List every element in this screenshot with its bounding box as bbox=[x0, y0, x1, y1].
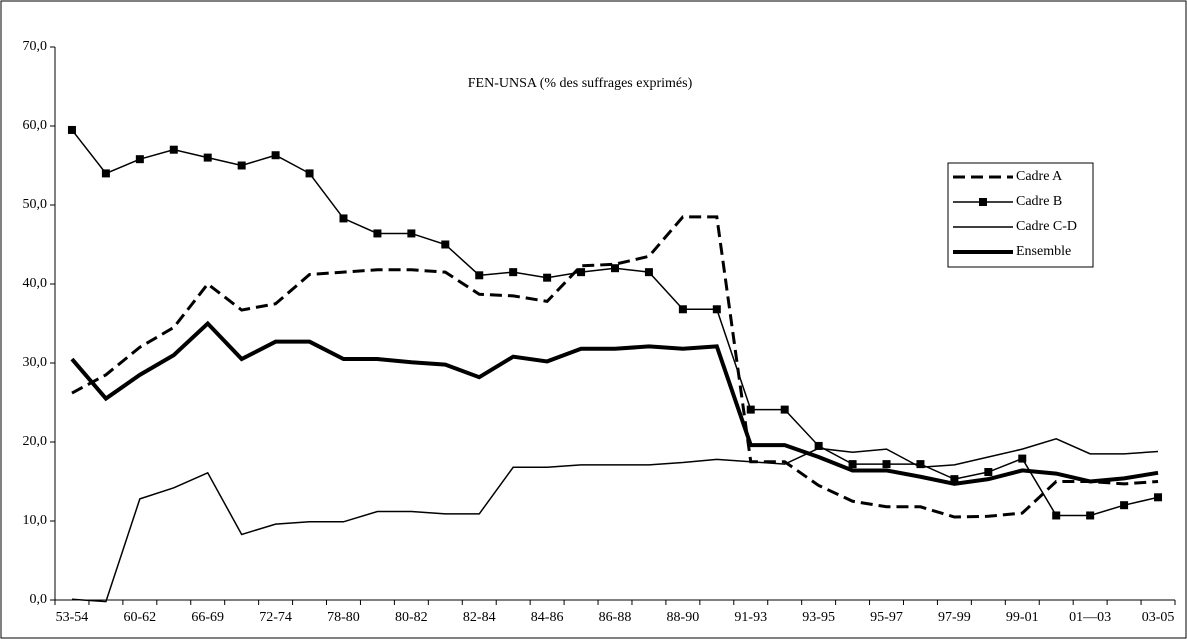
x-tick-label: 88-90 bbox=[667, 610, 700, 625]
x-tick-label: 78-80 bbox=[327, 610, 360, 625]
y-tick-label: 60,0 bbox=[23, 118, 48, 133]
y-tick-label: 50,0 bbox=[23, 197, 48, 212]
marker bbox=[848, 460, 857, 469]
marker bbox=[237, 161, 246, 170]
x-tick-label: 80-82 bbox=[395, 610, 428, 625]
marker bbox=[814, 441, 823, 450]
y-tick-label: 30,0 bbox=[23, 355, 48, 370]
marker bbox=[271, 151, 280, 160]
marker bbox=[543, 273, 552, 282]
marker bbox=[916, 460, 925, 469]
marker bbox=[203, 153, 212, 162]
marker bbox=[135, 155, 144, 164]
marker bbox=[305, 169, 314, 178]
y-tick-label: 10,0 bbox=[23, 513, 48, 528]
marker bbox=[475, 271, 484, 280]
marker bbox=[746, 405, 755, 414]
legend-label: Cadre C-D bbox=[1016, 219, 1077, 234]
y-tick-label: 40,0 bbox=[23, 276, 48, 291]
marker bbox=[169, 145, 178, 154]
y-tick-label: 0,0 bbox=[30, 592, 48, 607]
marker bbox=[678, 305, 687, 314]
marker bbox=[407, 229, 416, 238]
marker bbox=[101, 169, 110, 178]
x-tick-label: 99-01 bbox=[1006, 610, 1039, 625]
legend-box bbox=[947, 162, 1094, 268]
marker bbox=[1018, 454, 1027, 463]
x-tick-label: 01—03 bbox=[1069, 610, 1111, 625]
x-tick-label: 93-95 bbox=[802, 610, 835, 625]
marker bbox=[1120, 501, 1129, 510]
x-tick-label: 97-99 bbox=[938, 610, 971, 625]
legend-marker bbox=[979, 198, 987, 206]
series-line bbox=[70, 320, 1159, 486]
marker bbox=[577, 268, 586, 277]
marker bbox=[984, 468, 993, 477]
marker bbox=[780, 405, 789, 414]
marker bbox=[882, 460, 891, 469]
marker bbox=[950, 475, 959, 484]
series-line bbox=[71, 438, 1159, 603]
marker bbox=[1154, 493, 1163, 502]
x-tick-label: 95-97 bbox=[870, 610, 903, 625]
chart-title: FEN-UNSA (% des suffrages exprimés) bbox=[468, 76, 693, 91]
x-tick-label: 91-93 bbox=[734, 610, 767, 625]
x-tick-label: 82-84 bbox=[463, 610, 496, 625]
legend-label: Cadre B bbox=[1016, 194, 1062, 209]
marker bbox=[373, 229, 382, 238]
x-tick-label: 86-88 bbox=[599, 610, 632, 625]
marker bbox=[339, 214, 348, 223]
marker bbox=[1052, 511, 1061, 520]
x-tick-label: 72-74 bbox=[259, 610, 292, 625]
legend-label: Cadre A bbox=[1016, 169, 1063, 184]
x-tick-label: 60-62 bbox=[124, 610, 157, 625]
y-tick-label: 20,0 bbox=[23, 434, 48, 449]
x-tick-label: 66-69 bbox=[191, 610, 224, 625]
marker bbox=[441, 240, 450, 249]
x-tick-label: 84-86 bbox=[531, 610, 564, 625]
series-line bbox=[71, 215, 1159, 519]
marker bbox=[644, 268, 653, 277]
x-tick-label: 53-54 bbox=[56, 610, 89, 625]
x-tick-label: 03-05 bbox=[1142, 610, 1175, 625]
legend-label: Ensemble bbox=[1016, 244, 1071, 259]
y-tick-label: 70,0 bbox=[23, 39, 48, 54]
marker bbox=[509, 268, 518, 277]
marker bbox=[712, 305, 721, 314]
marker bbox=[1086, 511, 1095, 520]
marker bbox=[67, 125, 76, 134]
marker bbox=[611, 264, 619, 273]
